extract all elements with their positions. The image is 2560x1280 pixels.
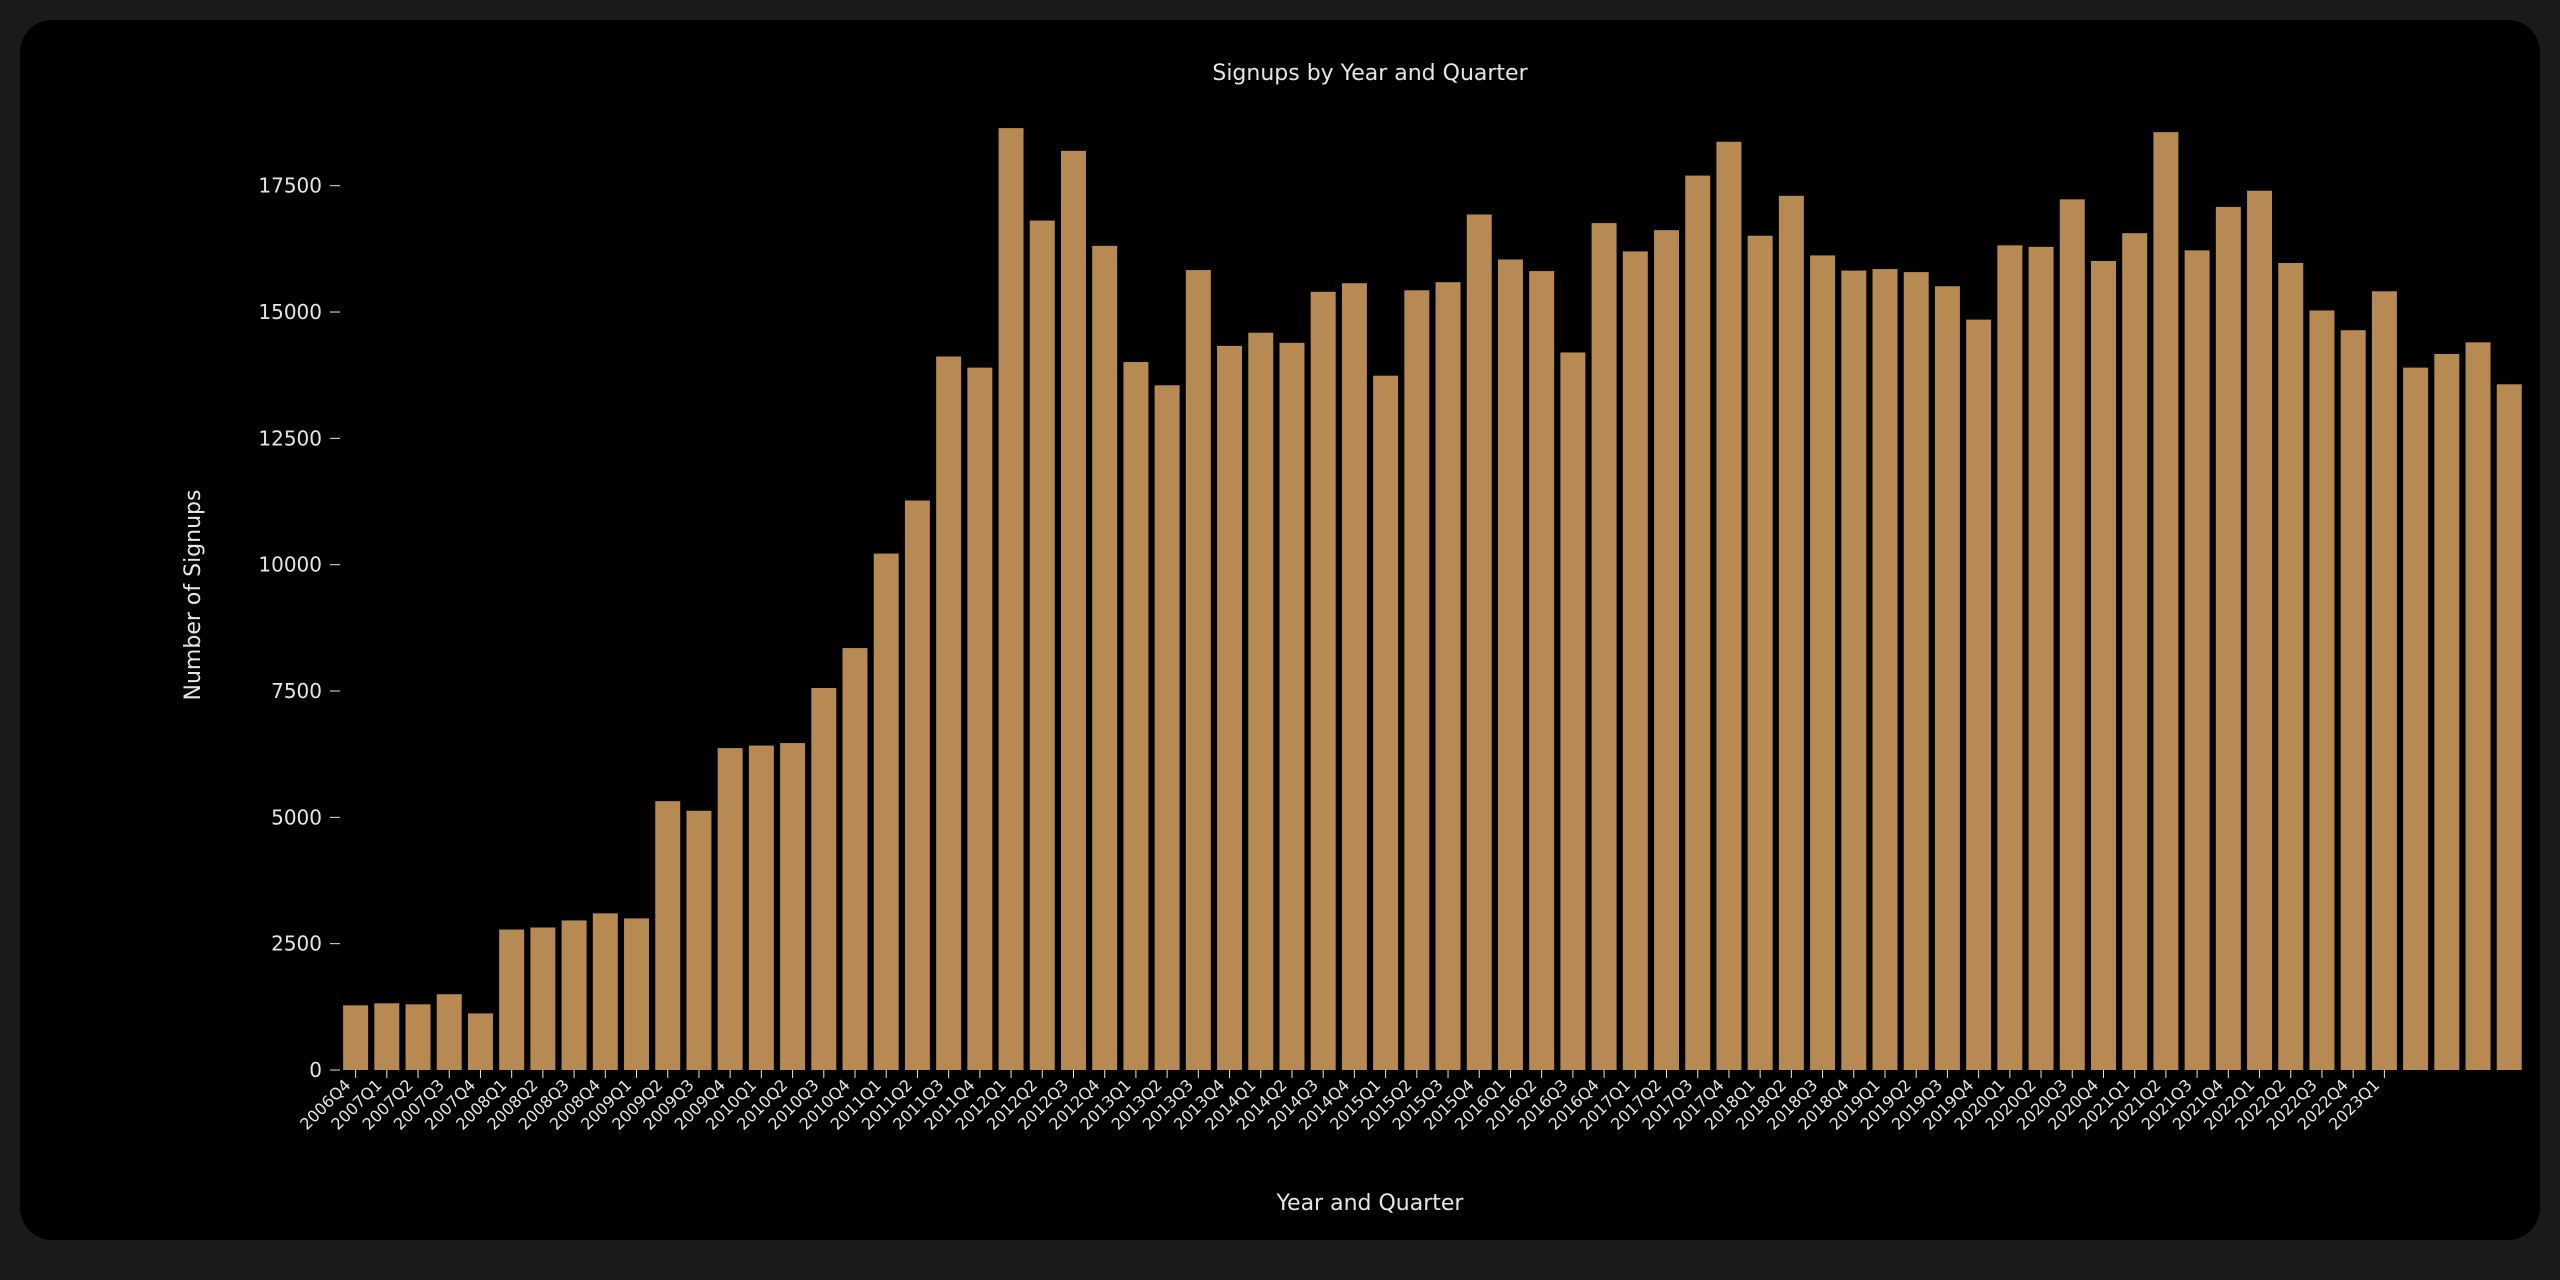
bar [1092, 246, 1117, 1070]
bar [1498, 259, 1523, 1070]
bar [1935, 286, 1960, 1070]
bar [2216, 207, 2241, 1070]
bar [1873, 269, 1898, 1070]
bar [999, 128, 1024, 1070]
chart-panel: Signups by Year and Quarter 0 2500 5000 7500… [20, 20, 2540, 1240]
y-axis-label: Number of Signups [181, 490, 206, 701]
bar [655, 801, 680, 1070]
bar [499, 930, 524, 1070]
bar [686, 811, 711, 1070]
bar [624, 918, 649, 1070]
y-tick-label: 12500 [258, 426, 322, 450]
bar [2060, 199, 2085, 1070]
bar [1592, 223, 1617, 1070]
bar [1217, 346, 1242, 1070]
signups-bar-chart: Signups by Year and Quarter 0 2500 5000 7500… [20, 20, 2540, 1240]
y-tick-label: 5000 [271, 805, 322, 829]
bar [811, 688, 836, 1070]
bar [1529, 271, 1554, 1070]
bar [2247, 191, 2272, 1070]
bar [1030, 221, 1055, 1070]
bar [2434, 354, 2459, 1070]
bar [1248, 333, 1273, 1070]
bar [1467, 214, 1492, 1070]
bar [1061, 151, 1086, 1070]
bar [1716, 142, 1741, 1070]
y-tick-label: 7500 [271, 679, 322, 703]
bar [1311, 292, 1336, 1070]
bar [1155, 385, 1180, 1070]
bar [2153, 132, 2178, 1070]
bar [718, 748, 743, 1070]
bar [780, 743, 805, 1070]
bar [936, 356, 961, 1070]
bar [2497, 384, 2522, 1070]
bar [2029, 247, 2054, 1070]
bar [1560, 352, 1585, 1070]
bar [1685, 176, 1710, 1070]
bar [2466, 342, 2491, 1070]
bar [1748, 236, 1773, 1070]
chart-container: Signups by Year and Quarter 0 2500 5000 7500… [20, 20, 2540, 1240]
bar [1841, 271, 1866, 1070]
bar [2185, 250, 2210, 1070]
bar [749, 746, 774, 1070]
bar [967, 368, 992, 1070]
chart-title: Signups by Year and Quarter [1212, 61, 1528, 86]
bar [2309, 311, 2334, 1070]
bar [1279, 343, 1304, 1070]
y-tick-label: 10000 [258, 553, 322, 577]
y-tick-label: 17500 [258, 174, 322, 198]
bar [1904, 272, 1929, 1070]
bar [1997, 245, 2022, 1070]
bar [1123, 362, 1148, 1070]
x-axis-label: Year and Quarter [1276, 1191, 1465, 1216]
bar [1342, 283, 1367, 1070]
bar [2122, 233, 2147, 1070]
y-tick-label: 15000 [258, 300, 322, 324]
bar [1966, 320, 1991, 1070]
y-tick-label: 0 [309, 1058, 322, 1082]
bar [2403, 368, 2428, 1070]
bar [2278, 263, 2303, 1070]
bar [437, 994, 462, 1070]
bar [1623, 251, 1648, 1070]
bar [343, 1005, 368, 1070]
y-tick-label: 2500 [271, 932, 322, 956]
bar [1404, 290, 1429, 1070]
bar [2341, 330, 2366, 1070]
bar [530, 928, 555, 1071]
bar [1436, 282, 1461, 1070]
bar [1810, 255, 1835, 1070]
bar [593, 913, 618, 1070]
bar [468, 1013, 493, 1070]
bar [2372, 291, 2397, 1070]
bar [562, 920, 587, 1070]
bar [1779, 196, 1804, 1070]
bar [2091, 261, 2116, 1070]
bar [1373, 376, 1398, 1070]
bar [1186, 270, 1211, 1070]
bar [843, 648, 868, 1070]
bar [406, 1004, 431, 1070]
bar [1654, 230, 1679, 1070]
bar [874, 554, 899, 1070]
bar [374, 1003, 399, 1070]
bar [905, 501, 930, 1070]
